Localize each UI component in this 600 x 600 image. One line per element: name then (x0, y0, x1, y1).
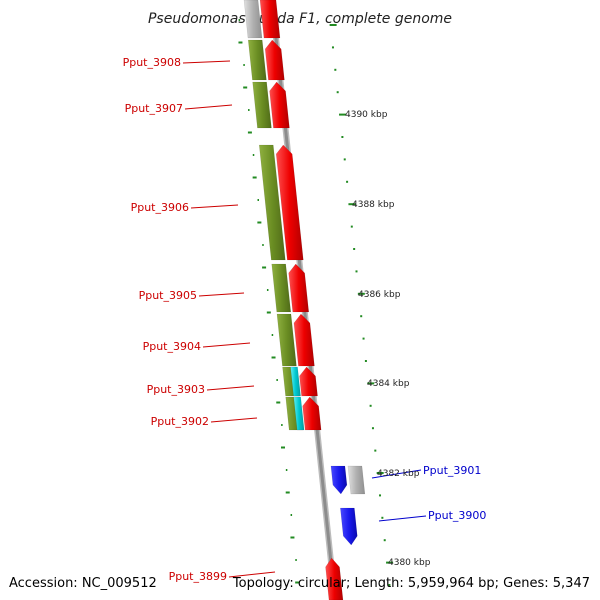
leader-pput-3901 (371, 469, 422, 479)
cds-arrow-pput-3900[interactable] (340, 507, 358, 546)
leader-pput-3902 (210, 417, 258, 423)
cds-arrow-pput-3907[interactable] (269, 81, 290, 129)
gene-label-pput-3901[interactable]: Pput_3901 (423, 464, 481, 477)
ruler-labels: 4390 kbp 4388 kbp 4386 kbp 4384 kbp 4382… (345, 110, 431, 568)
gene-feature-pput-3905[interactable] (271, 263, 292, 313)
cds-arrow-pput-3905[interactable] (288, 263, 310, 313)
leader-pput-3907 (184, 104, 233, 110)
gene-label-pput-3903[interactable]: Pput_3903 (147, 383, 205, 396)
gene-label-pput-3906[interactable]: Pput_3906 (131, 201, 189, 214)
cds-arrow-pput-3899[interactable] (325, 557, 344, 600)
gene-label-pput-3907[interactable]: Pput_3907 (125, 102, 183, 115)
cds-arrow-pput-3903[interactable] (299, 366, 318, 397)
gene-label-pput-3900[interactable]: Pput_3900 (428, 509, 486, 522)
gene-label-pput-3905[interactable]: Pput_3905 (139, 289, 197, 302)
leader-pput-3905 (198, 292, 245, 297)
cds-arrow-pput-3908[interactable] (264, 39, 285, 81)
gene-label-pput-3902[interactable]: Pput_3902 (151, 415, 209, 428)
ruler-label-4382: 4382 kbp (377, 469, 420, 479)
map-title: Pseudomonas putida F1, complete genome (148, 11, 452, 27)
ruler-label-4386: 4386 kbp (358, 290, 401, 300)
gene-label-pput-3908[interactable]: Pput_3908 (123, 56, 181, 69)
cds-arrow-pput-3906[interactable] (275, 144, 304, 261)
ruler-label-4380: 4380 kbp (388, 558, 431, 568)
partial-cds-feature[interactable] (259, 0, 281, 39)
gene-feature-pput-3906[interactable] (258, 144, 286, 261)
ruler-label-4388: 4388 kbp (352, 200, 395, 210)
accession-text: Accession: NC_009512 (9, 576, 157, 591)
rna-feature-pput-3902[interactable] (293, 396, 305, 431)
ruler-label-4390: 4390 kbp (345, 110, 388, 120)
rna-feature-pput-3903[interactable] (290, 366, 301, 397)
gene-label-pput-3899[interactable]: Pput_3899 (169, 570, 227, 583)
topology-text: Topology: circular; Length: 5,959,964 bp… (232, 576, 590, 591)
label-leaders (182, 60, 427, 578)
leader-pput-3908 (182, 60, 231, 64)
cds-arrow-pput-3901[interactable] (330, 465, 348, 495)
gene-features (243, 0, 366, 600)
leader-pput-3906 (190, 204, 239, 209)
gene-label-pput-3904[interactable]: Pput_3904 (143, 340, 201, 353)
cds-arrow-pput-3902[interactable] (302, 396, 322, 431)
ruler-label-4384: 4384 kbp (367, 379, 410, 389)
gene-feature-pput-3908[interactable] (247, 39, 267, 81)
leader-pput-3900 (378, 515, 427, 522)
gene-feature-pput-3907[interactable] (252, 81, 272, 129)
cds-arrow-pput-3904[interactable] (293, 313, 315, 367)
ruler-ticks (238, 19, 394, 586)
gene-feature-pput-3901[interactable] (347, 465, 366, 495)
partial-grey-feature[interactable] (243, 0, 263, 39)
leader-pput-3904 (202, 342, 251, 348)
gene-labels: Pput_3908 Pput_3907 Pput_3906 Pput_3905 … (123, 56, 487, 583)
gene-feature-pput-3904[interactable] (276, 313, 297, 367)
leader-pput-3903 (206, 385, 255, 391)
leader-pput-3899 (228, 571, 276, 578)
